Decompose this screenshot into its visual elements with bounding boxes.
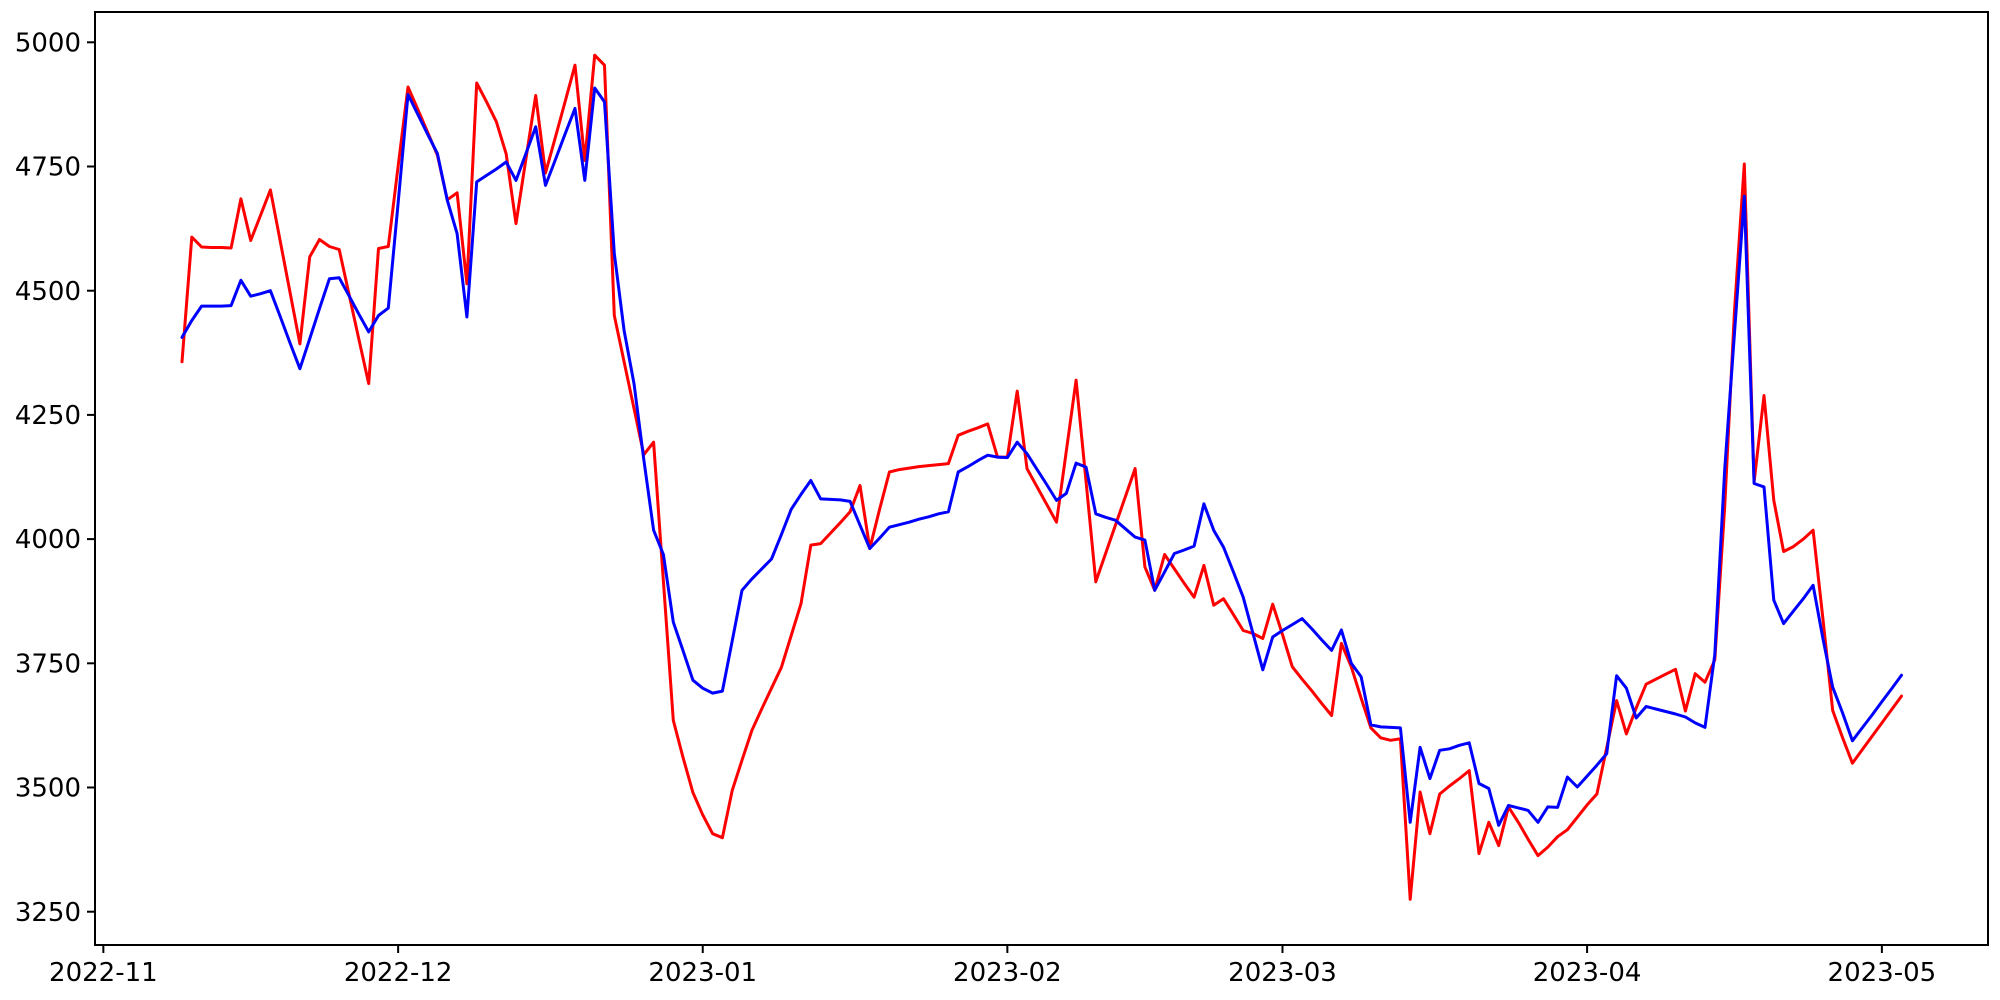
y-tick-label: 4750 <box>15 153 81 183</box>
x-tick-label: 2023-01 <box>648 958 757 988</box>
y-tick-label: 5000 <box>15 28 81 58</box>
y-tick-label: 3250 <box>15 898 81 928</box>
x-tick-label: 2022-11 <box>49 958 158 988</box>
x-tick-label: 2023-04 <box>1533 958 1642 988</box>
x-tick-label: 2023-03 <box>1228 958 1337 988</box>
x-tick-label: 2022-12 <box>344 958 453 988</box>
y-tick-label: 3500 <box>15 774 81 804</box>
x-tick-label: 2023-05 <box>1828 958 1937 988</box>
y-tick-label: 3750 <box>15 649 81 679</box>
y-tick-label: 4000 <box>15 525 81 555</box>
x-tick-label: 2023-02 <box>953 958 1062 988</box>
y-tick-label: 4500 <box>15 277 81 307</box>
y-tick-label: 4250 <box>15 401 81 431</box>
blue-line <box>180 86 1903 827</box>
red-line <box>180 53 1903 901</box>
